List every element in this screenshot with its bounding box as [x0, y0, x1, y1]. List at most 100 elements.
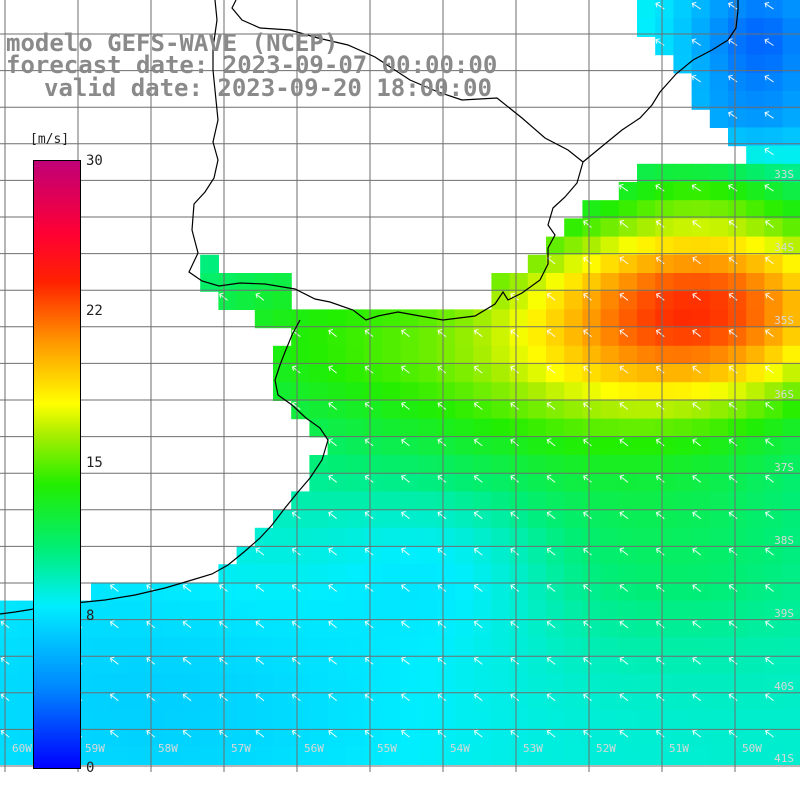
wind-speed-cell [709, 582, 729, 602]
wind-speed-cell [236, 546, 256, 565]
wind-speed-cell [564, 273, 583, 292]
wind-speed-cell [509, 673, 529, 693]
wind-speed-cell [364, 564, 383, 583]
wind-arrow [437, 511, 447, 520]
wind-speed-cell [564, 327, 583, 347]
wind-arrow [182, 583, 192, 592]
wind-speed-cell [782, 491, 800, 511]
wind-arrow [109, 693, 119, 702]
wind-speed-cell [637, 345, 656, 365]
wind-arrow [583, 656, 592, 665]
wind-speed-cell [382, 382, 401, 401]
wind-speed-cell [18, 673, 37, 693]
wind-speed-cell [273, 637, 292, 656]
wind-speed-cell [109, 728, 128, 747]
wind-speed-cell [382, 600, 401, 620]
wind-arrow [328, 438, 338, 447]
wind-arrow [692, 256, 702, 265]
wind-speed-cell [291, 509, 310, 529]
wind-speed-cell [582, 728, 602, 747]
wind-speed-cell [564, 218, 583, 238]
wind-speed-cell [637, 509, 656, 529]
wind-speed-cell [418, 582, 438, 602]
wind-speed-cell [527, 728, 547, 747]
wind-speed-cell [782, 18, 800, 37]
wind-speed-cell [509, 436, 529, 456]
wind-speed-cell [327, 345, 347, 365]
wind-speed-cell [127, 691, 147, 711]
wind-speed-cell [618, 655, 638, 674]
wind-speed-cell [273, 709, 292, 729]
wind-speed-cell [782, 509, 800, 529]
wind-arrow [728, 329, 738, 338]
wind-speed-cell [327, 418, 347, 438]
wind-speed-cell [709, 418, 729, 438]
wind-speed-cell [709, 546, 729, 565]
wind-speed-cell [455, 455, 474, 474]
wind-speed-cell [637, 709, 656, 729]
wind-arrow [437, 729, 447, 738]
wind-speed-cell [655, 582, 674, 602]
wind-speed-cell [473, 418, 492, 438]
wind-speed-cell [200, 655, 219, 674]
wind-arrow [619, 547, 629, 556]
wind-speed-cell [782, 91, 800, 110]
wind-arrow [291, 656, 301, 665]
wind-arrow [728, 365, 738, 374]
wind-speed-cell [764, 218, 784, 238]
wind-speed-cell [236, 728, 256, 747]
wind-speed-cell [345, 382, 365, 401]
wind-speed-cell [418, 418, 438, 438]
wind-arrow [401, 583, 410, 592]
wind-speed-cell [618, 309, 638, 329]
wind-arrow [619, 401, 629, 410]
wind-speed-cell [746, 546, 765, 565]
wind-speed-cell [345, 582, 365, 602]
wind-speed-cell [637, 582, 656, 602]
wind-speed-cell [364, 382, 383, 401]
wind-speed-cell [691, 618, 711, 638]
wind-speed-cell [546, 327, 565, 347]
wind-speed-cell [200, 273, 219, 292]
wind-speed-cell [455, 582, 474, 602]
wind-speed-cell [400, 436, 420, 456]
wind-speed-cell [728, 327, 747, 347]
wind-speed-cell [655, 527, 674, 547]
wind-speed-cell [546, 618, 565, 638]
wind-speed-cell [254, 600, 274, 620]
wind-speed-cell [327, 455, 347, 474]
wind-speed-cell [254, 309, 274, 329]
wind-arrow [765, 365, 774, 374]
wind-speed-cell [764, 418, 784, 438]
wind-arrow [546, 474, 556, 483]
wind-speed-cell [637, 273, 656, 292]
wind-speed-cell [491, 491, 511, 511]
wind-speed-cell [418, 655, 438, 674]
wind-arrow [473, 474, 483, 483]
wind-speed-cell [764, 455, 784, 474]
wind-speed-cell [709, 182, 729, 201]
wind-speed-cell [746, 163, 765, 183]
wind-speed-cell [582, 527, 602, 547]
wind-speed-cell [673, 200, 693, 219]
wind-speed-cell [746, 345, 765, 365]
wind-arrow [728, 656, 738, 665]
wind-speed-cell [637, 546, 656, 565]
wind-arrow [510, 583, 520, 592]
wind-speed-cell [600, 564, 620, 583]
wind-speed-cell [127, 728, 147, 747]
wind-speed-cell [637, 364, 656, 383]
wind-speed-cell [746, 582, 765, 602]
wind-speed-cell [491, 527, 511, 547]
wind-speed-cell [618, 364, 638, 383]
wind-speed-cell [473, 600, 492, 620]
title-forecast-date: forecast date: 2023-09-07 00:00:00 [6, 51, 498, 79]
wind-speed-cell [436, 691, 456, 711]
wind-speed-cell [436, 618, 456, 638]
wind-speed-cell [382, 691, 401, 711]
wind-speed-cell [163, 600, 183, 620]
wind-speed-cell [709, 163, 729, 183]
wind-speed-cell [273, 746, 292, 765]
wind-speed-cell [582, 637, 602, 656]
